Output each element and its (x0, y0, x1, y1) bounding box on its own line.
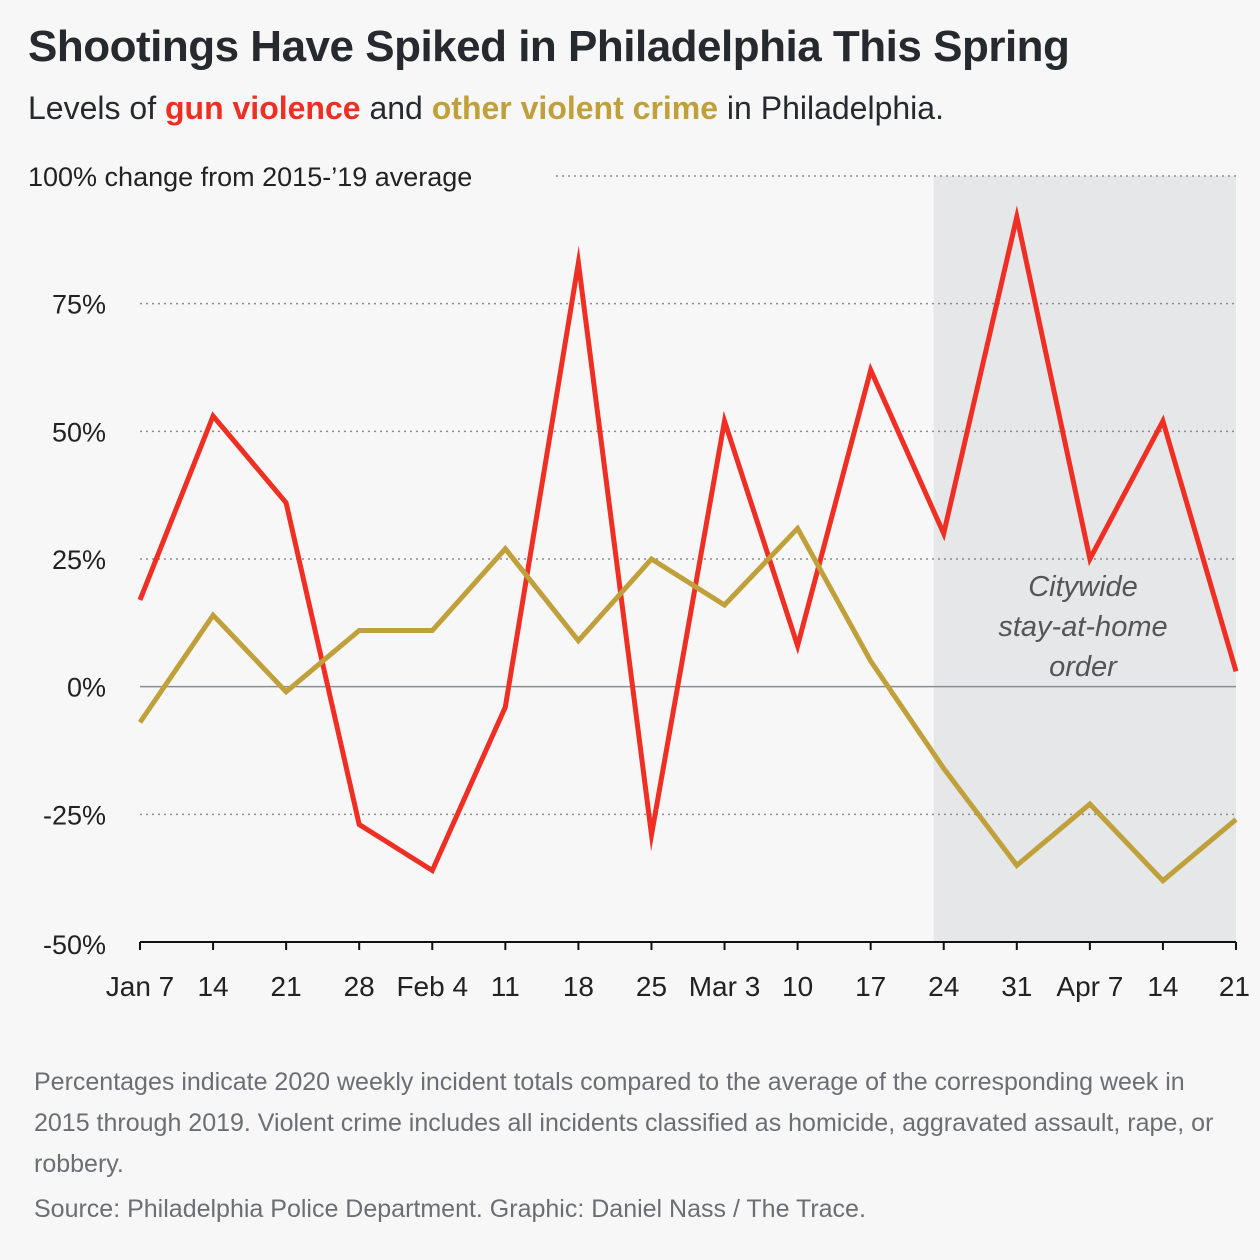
y-tick-label: 75% (52, 290, 106, 320)
x-tick-label: 17 (855, 971, 886, 1002)
x-tick-label: 14 (197, 971, 228, 1002)
y-axis-label: 100% change from 2015-’19 average (28, 162, 472, 192)
x-tick-label: Apr 7 (1056, 971, 1123, 1002)
y-tick-label: -25% (43, 800, 106, 830)
legend-other-violent-crime: other violent crime (431, 90, 719, 126)
series-line-other-violent-crime (137, 524, 1238, 885)
y-tick-label: -50% (43, 930, 106, 960)
x-tick-label: 28 (344, 971, 375, 1002)
x-tick-label: 18 (563, 971, 594, 1002)
annotation-line: order (1049, 651, 1118, 683)
x-tick-label: 21 (1219, 971, 1250, 1002)
chart-subtitle: Levels of gun violence and other violent… (28, 90, 944, 127)
x-tick-label: Feb 4 (396, 971, 468, 1002)
legend-gun-violence: gun violence (164, 90, 361, 126)
x-tick-label: 14 (1147, 971, 1178, 1002)
y-tick-label: 25% (52, 545, 106, 575)
x-tick-label: 24 (928, 971, 959, 1002)
subtitle-suffix: in Philadelphia. (718, 90, 944, 126)
x-tick-label: Jan 7 (106, 971, 175, 1002)
x-tick-label: 21 (271, 971, 302, 1002)
y-tick-label: 0% (67, 673, 106, 703)
annotation-line: stay-at-home (998, 611, 1167, 643)
chart-title: Shootings Have Spiked in Philadelphia Th… (28, 22, 1070, 71)
y-tick-label: 50% (52, 417, 106, 447)
x-tick-label: 25 (636, 971, 667, 1002)
x-tick-label: 11 (491, 971, 520, 1002)
source-credit: Source: Philadelphia Police Department. … (34, 1195, 866, 1223)
subtitle-mid: and (360, 90, 432, 126)
x-tick-label: Mar 3 (689, 971, 761, 1002)
x-tick-label: 10 (782, 971, 813, 1002)
subtitle-prefix: Levels of (28, 90, 165, 126)
annotation-line: Citywide (1028, 571, 1138, 603)
x-tick-label: 31 (1001, 971, 1032, 1002)
footnote: Percentages indicate 2020 weekly inciden… (34, 1068, 1214, 1178)
